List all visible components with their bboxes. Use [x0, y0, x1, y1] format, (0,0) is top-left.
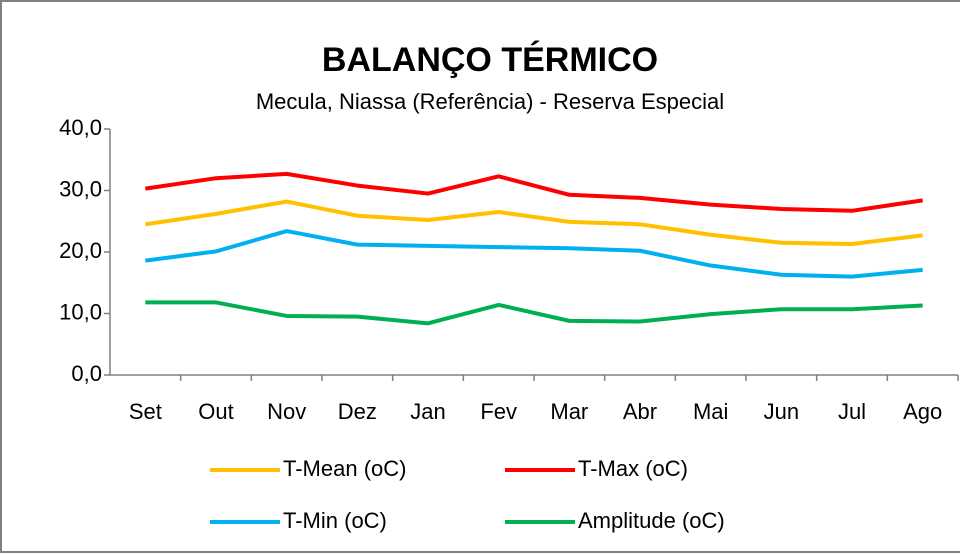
line-series: [145, 300, 923, 326]
legend-label: T-Min (oC): [283, 508, 387, 533]
line-series: [145, 171, 923, 213]
chart-subtitle: Mecula, Niassa (Referência) - Reserva Es…: [256, 89, 724, 114]
line-series: [145, 229, 923, 279]
y-tick-label: 0,0: [71, 361, 102, 386]
legend-label: T-Max (oC): [578, 456, 688, 481]
x-tick-label: Set: [129, 399, 162, 424]
chart-title: BALANÇO TÉRMICO: [322, 41, 658, 79]
legend-label: Amplitude (oC): [578, 508, 725, 533]
x-tick-label: Mai: [693, 399, 728, 424]
x-tick-label: Fev: [480, 399, 517, 424]
line-series: [145, 199, 923, 247]
y-tick-label: 20,0: [59, 238, 102, 263]
y-tick-label: 40,0: [59, 115, 102, 140]
x-tick-label: Ago: [903, 399, 942, 424]
x-tick-label: Abr: [623, 399, 657, 424]
y-tick-label: 30,0: [59, 176, 102, 201]
y-tick-label: 10,0: [59, 299, 102, 324]
x-tick-label: Nov: [267, 399, 306, 424]
x-tick-label: Dez: [338, 399, 377, 424]
x-tick-label: Jun: [764, 399, 799, 424]
x-tick-label: Mar: [550, 399, 588, 424]
x-tick-label: Jul: [838, 399, 866, 424]
x-tick-label: Jan: [410, 399, 445, 424]
x-tick-label: Out: [198, 399, 233, 424]
legend-label: T-Mean (oC): [283, 456, 406, 481]
